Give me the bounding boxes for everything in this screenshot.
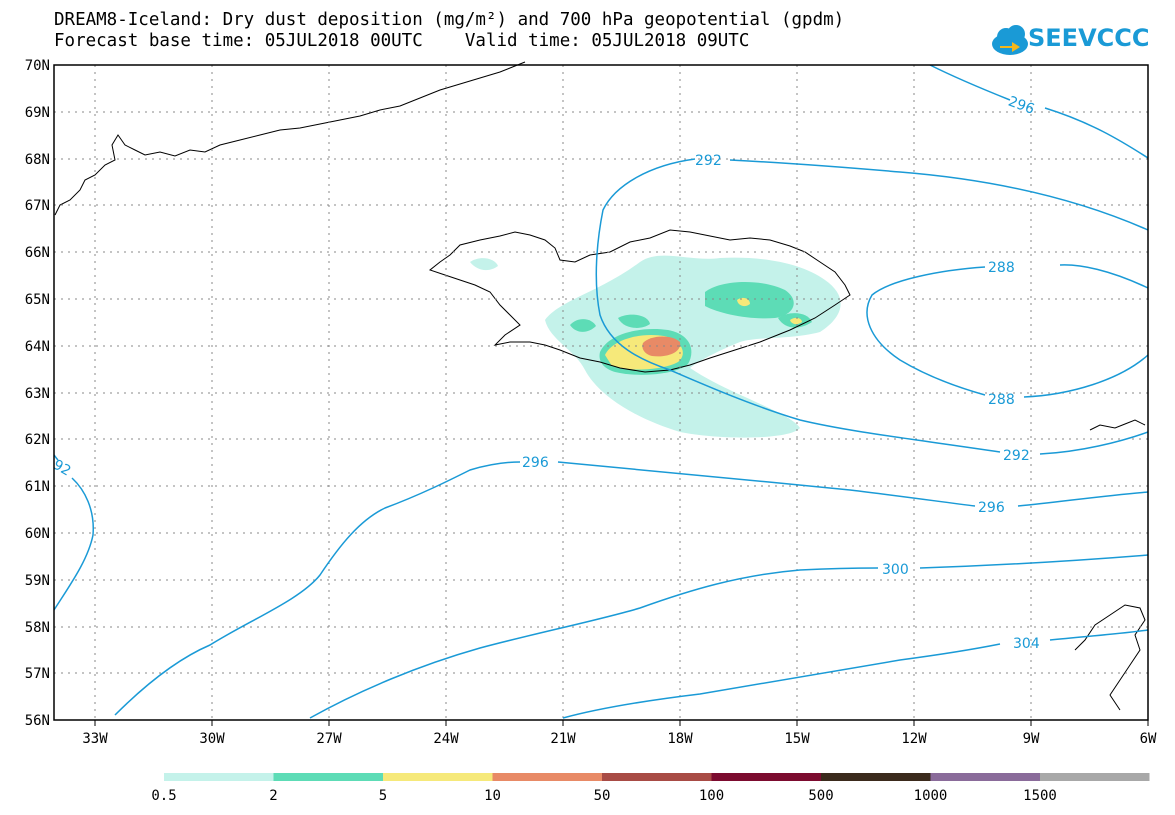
shetland-coast — [1074, 604, 1146, 711]
contour-296-north — [929, 64, 1149, 159]
lat-label: 60N — [25, 526, 50, 542]
lat-label: 56N — [25, 713, 50, 729]
colorbar-label: 10 — [484, 788, 501, 804]
lat-label: 59N — [25, 573, 50, 589]
dust-level-2-mid — [618, 314, 650, 328]
contour-label: 304 — [1013, 636, 1040, 652]
lat-label: 58N — [25, 620, 50, 636]
logo-text: SEEVCCC — [1028, 24, 1150, 52]
lat-label: 69N — [25, 105, 50, 121]
latitude-labels: 70N 69N 68N 67N 66N 65N 64N 63N 62N 61N … — [25, 58, 50, 729]
map-frame — [53, 64, 1149, 721]
lat-label: 70N — [25, 58, 50, 74]
contour-292-west — [53, 454, 94, 611]
lon-label: 12W — [901, 731, 927, 747]
colorbar-swatch — [930, 773, 1040, 781]
colorbar-swatch — [492, 773, 602, 781]
chart-title: DREAM8-Iceland: Dry dust deposition (mg/… — [54, 10, 845, 30]
colorbar-label: 0.5 — [151, 788, 176, 804]
lat-label: 61N — [25, 479, 50, 495]
contour-label: 292 — [695, 153, 722, 169]
colorbar-label: 50 — [594, 788, 611, 804]
colorbar-swatch — [821, 773, 931, 781]
dust-level-5-se — [790, 317, 802, 325]
contour-labels: 296 292 288 288 292 296 296 300 304 92 — [50, 94, 1040, 652]
colorbar-swatch — [164, 773, 274, 781]
dust-level-5-east — [737, 297, 750, 307]
lon-label: 21W — [550, 731, 576, 747]
contour-300 — [309, 554, 1149, 719]
dust-level-0.5 — [545, 255, 841, 438]
contour-label: 296 — [1006, 94, 1037, 118]
dust-level-2-west — [570, 319, 596, 332]
colorbar-swatch — [273, 773, 383, 781]
lon-label: 9W — [1023, 731, 1040, 747]
geopotential-contours — [53, 64, 1149, 719]
lat-label: 57N — [25, 666, 50, 682]
colorbar-swatch — [602, 773, 712, 781]
dust-shading — [470, 255, 841, 438]
colorbar-label: 1500 — [1023, 788, 1057, 804]
lon-label: 15W — [784, 731, 810, 747]
dust-level-10 — [642, 336, 681, 357]
gridlines — [54, 65, 1148, 720]
lat-label: 66N — [25, 245, 50, 261]
seevccc-logo — [992, 25, 1028, 55]
colorbar: 0.5 2 5 10 50 100 500 1000 1500 — [151, 773, 1150, 804]
contour-label: 288 — [988, 260, 1015, 276]
contour-label: 300 — [882, 562, 909, 578]
lon-label: 30W — [199, 731, 225, 747]
colorbar-label: 5 — [379, 788, 387, 804]
lon-label: 27W — [316, 731, 342, 747]
contour-292 — [595, 158, 1149, 455]
lat-label: 63N — [25, 386, 50, 402]
colorbar-swatch — [1040, 773, 1150, 781]
colorbar-label: 500 — [808, 788, 833, 804]
colorbar-swatch — [383, 773, 493, 781]
contour-label: 288 — [988, 392, 1015, 408]
colorbar-label: 100 — [699, 788, 724, 804]
lat-label: 65N — [25, 292, 50, 308]
longitude-labels: 33W 30W 27W 24W 21W 18W 15W 12W 9W 6W — [82, 731, 1157, 747]
contour-304 — [562, 629, 1149, 719]
lat-label: 68N — [25, 152, 50, 168]
chart-subtitle: Forecast base time: 05JUL2018 00UTC Vali… — [54, 31, 750, 51]
contour-288 — [866, 264, 1149, 398]
lat-label: 64N — [25, 339, 50, 355]
contour-label: 296 — [978, 500, 1005, 516]
faroe-coast — [1089, 419, 1146, 431]
dust-level-0.5-west — [470, 258, 498, 271]
colorbar-label: 2 — [269, 788, 277, 804]
cloud-arrow-icon — [992, 25, 1028, 55]
tick-marks — [94, 720, 1149, 726]
contour-label: 292 — [1003, 448, 1030, 464]
colorbar-label: 1000 — [914, 788, 948, 804]
dust-level-2 — [705, 281, 794, 319]
contour-label: 296 — [522, 455, 549, 471]
colorbar-swatch — [711, 773, 821, 781]
iceland-coast — [428, 229, 851, 373]
lon-label: 18W — [667, 731, 693, 747]
lat-label: 62N — [25, 432, 50, 448]
lat-label: 67N — [25, 198, 50, 214]
contour-label: 92 — [50, 457, 73, 480]
greenland-coast — [54, 61, 526, 216]
lon-label: 6W — [1140, 731, 1157, 747]
contour-296-south — [114, 461, 1149, 716]
lon-label: 24W — [433, 731, 459, 747]
coastlines — [54, 61, 1146, 711]
lon-label: 33W — [82, 731, 108, 747]
